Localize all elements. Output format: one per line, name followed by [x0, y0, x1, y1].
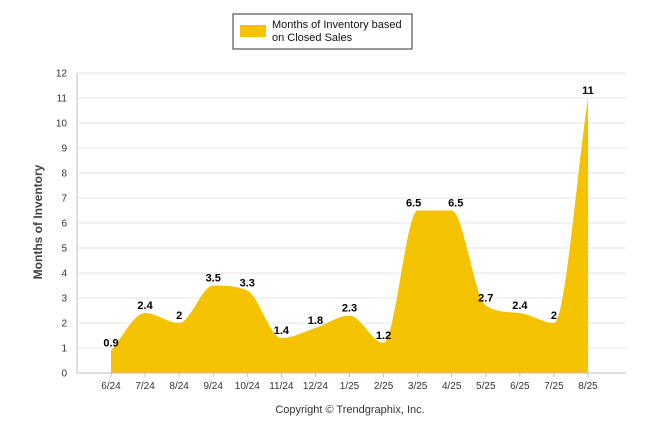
x-tick-label-7-24: 7/24 — [135, 381, 155, 392]
axes — [76, 73, 626, 374]
y-tick-label-11: 11 — [57, 94, 68, 105]
data-label: 3.5 — [206, 273, 221, 285]
x-tick-label-10-24: 10/24 — [235, 381, 260, 392]
y-tick-label-5: 5 — [61, 244, 67, 255]
y-tick-label-10: 10 — [56, 119, 68, 130]
x-tick-label-8-24: 8/24 — [169, 381, 189, 392]
x-tick-label-4-25: 4/25 — [442, 381, 462, 392]
data-label: 6.5 — [448, 198, 463, 210]
legend-label-line2: on Closed Sales — [272, 32, 353, 44]
y-tick-label-12: 12 — [56, 69, 68, 80]
data-label: 2.4 — [137, 300, 153, 312]
y-tick-label-3: 3 — [61, 294, 67, 305]
data-label: 2.3 — [342, 303, 357, 315]
y-tick-label-8: 8 — [61, 169, 67, 180]
x-tick-label-1-25: 1/25 — [340, 381, 360, 392]
data-label: 6.5 — [406, 198, 421, 210]
y-tick-label-1: 1 — [61, 344, 67, 355]
y-tick-label-2: 2 — [61, 319, 67, 330]
y-tick-label-0: 0 — [61, 369, 67, 380]
series-area — [111, 98, 588, 373]
x-tick-label-2-25: 2/25 — [374, 381, 394, 392]
data-label: 1.2 — [376, 330, 391, 342]
data-label: 2.4 — [512, 300, 528, 312]
series-area-fill — [111, 98, 588, 373]
x-tick-label-9-24: 9/24 — [203, 381, 223, 392]
x-tick-label-6-25: 6/25 — [510, 381, 530, 392]
data-label: 2 — [176, 310, 182, 322]
data-label: 2 — [551, 310, 557, 322]
data-label: 2.7 — [478, 293, 493, 305]
y-tick-label-4: 4 — [61, 269, 67, 280]
x-axis-ticks: 6/24 7/24 8/24 9/24 10/24 11/24 12/24 1/25 2/25 3… — [101, 373, 598, 392]
legend-swatch — [240, 25, 266, 37]
x-tick-label-6-24: 6/24 — [101, 381, 121, 392]
x-tick-label-7-25: 7/25 — [544, 381, 564, 392]
data-labels: 0.9 2.4 2 3.5 3.3 1.4 1.8 2.3 1.2 6.5 6.5 2.7 2.4 2 11 — [103, 85, 593, 350]
y-axis-title: Months of Inventory — [31, 164, 45, 279]
data-label: 11 — [582, 85, 594, 97]
x-tick-label-11-24: 11/24 — [269, 381, 294, 392]
copyright-text: Copyright © Trendgraphix, Inc. — [275, 404, 424, 416]
y-tick-label-9: 9 — [61, 144, 67, 155]
data-label: 0.9 — [103, 338, 118, 350]
y-tick-label-7: 7 — [61, 194, 67, 205]
data-label: 1.8 — [308, 315, 323, 327]
x-tick-label-5-25: 5/25 — [476, 381, 496, 392]
x-tick-label-8-25: 8/25 — [578, 381, 598, 392]
x-tick-label-3-25: 3/25 — [408, 381, 428, 392]
legend-label-line1: Months of Inventory based — [272, 19, 402, 31]
y-tick-label-6: 6 — [61, 219, 67, 230]
x-tick-label-12-24: 12/24 — [303, 381, 328, 392]
data-label: 3.3 — [240, 278, 255, 290]
legend[interactable]: Months of Inventory based on Closed Sale… — [232, 13, 413, 50]
data-label: 1.4 — [274, 325, 290, 337]
